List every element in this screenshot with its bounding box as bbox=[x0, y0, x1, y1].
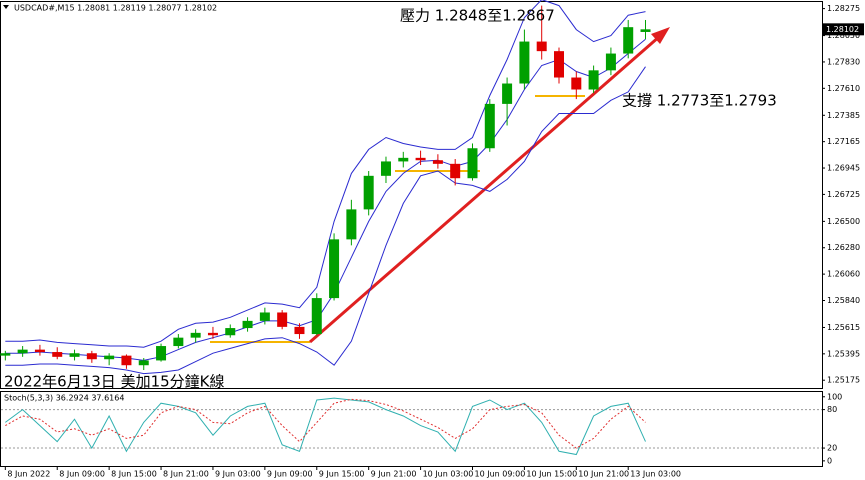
candle-body bbox=[519, 41, 530, 84]
candle-body bbox=[294, 326, 305, 335]
y-tick-label: 1.26945 bbox=[827, 164, 860, 173]
y-tick-label: 100 bbox=[827, 392, 842, 401]
annotation: 2022年6月13日 美加15分鐘K線 bbox=[4, 373, 225, 391]
y-tick-label: 1.28275 bbox=[827, 4, 860, 13]
x-tick-label: 8 Jun 21:00 bbox=[163, 470, 209, 479]
candle-body bbox=[571, 77, 582, 90]
y-tick-label: 1.25840 bbox=[827, 296, 860, 305]
candle-body bbox=[450, 163, 461, 179]
candle-body bbox=[173, 337, 184, 347]
x-tick-label: 8 Jun 15:00 bbox=[111, 470, 157, 479]
candle-body bbox=[536, 41, 547, 52]
candle-body bbox=[190, 332, 201, 338]
candle-body bbox=[34, 349, 45, 353]
annotation: 支撐 1.2773至1.2793 bbox=[622, 92, 777, 110]
candle-body bbox=[156, 346, 167, 361]
bollinger-upper bbox=[5, 0, 646, 348]
candle-body bbox=[329, 239, 340, 299]
candle-body bbox=[588, 70, 599, 90]
candle-body bbox=[467, 148, 478, 179]
annotation: 壓力 1.2848至1.2867 bbox=[400, 7, 555, 25]
candle-body bbox=[502, 83, 513, 104]
chart-title: USDCAD#,M15 1.28081 1.28119 1.28077 1.28… bbox=[14, 4, 217, 13]
x-tick-label: 9 Jun 21:00 bbox=[371, 470, 417, 479]
candle-body bbox=[17, 349, 28, 354]
candle-body bbox=[363, 175, 374, 210]
candle-body bbox=[311, 298, 322, 335]
title-arrow bbox=[3, 5, 9, 9]
candle-body bbox=[605, 53, 616, 71]
candle-body bbox=[242, 320, 253, 329]
y-tick-label: 1.28050 bbox=[827, 31, 860, 40]
candle-body bbox=[225, 328, 236, 336]
stoch-line bbox=[5, 397, 646, 456]
candle-body bbox=[623, 27, 634, 54]
y-tick-label: 1.27385 bbox=[827, 111, 860, 120]
candle-body bbox=[69, 353, 80, 357]
y-tick-label: 20 bbox=[827, 444, 837, 453]
candle-body bbox=[0, 353, 11, 356]
candle-body bbox=[640, 29, 651, 32]
candle-body bbox=[121, 355, 132, 366]
candle-body bbox=[104, 355, 115, 360]
candle-body bbox=[346, 209, 357, 240]
y-tick-label: 1.26280 bbox=[827, 243, 860, 252]
y-tick-label: 1.25175 bbox=[827, 376, 860, 385]
bollinger-lower bbox=[5, 66, 646, 375]
y-tick-label: 80 bbox=[827, 405, 837, 414]
candle-body bbox=[554, 51, 565, 78]
y-tick-label: 1.26060 bbox=[827, 270, 860, 279]
x-tick-label: 9 Jun 03:00 bbox=[215, 470, 261, 479]
y-tick-label: 0 bbox=[827, 456, 832, 465]
candle-body bbox=[415, 157, 426, 161]
candle-body bbox=[259, 312, 270, 321]
trend-line bbox=[309, 34, 661, 344]
x-tick-label: 10 Jun 21:00 bbox=[578, 470, 629, 479]
x-tick-label: 8 Jun 2022 bbox=[7, 470, 50, 479]
last-price-label: 1.28102 bbox=[826, 25, 859, 34]
y-tick-label: 1.26725 bbox=[827, 190, 860, 199]
stoch-line bbox=[5, 398, 646, 449]
y-tick-label: 1.27830 bbox=[827, 57, 860, 66]
candle-body bbox=[398, 157, 409, 162]
x-tick-label: 10 Jun 03:00 bbox=[423, 470, 474, 479]
candle-body bbox=[138, 360, 149, 366]
x-tick-label: 13 Jun 03:00 bbox=[630, 470, 681, 479]
candle-body bbox=[432, 160, 443, 164]
y-tick-label: 1.25395 bbox=[827, 349, 860, 358]
y-tick-label: 1.25615 bbox=[827, 323, 860, 332]
last-price-box bbox=[822, 23, 864, 36]
bollinger-middle bbox=[5, 38, 646, 361]
main-frame bbox=[0, 1, 823, 389]
stoch-frame bbox=[0, 391, 823, 467]
stoch-title: Stoch(5,3,3) 36.2924 37.6164 bbox=[4, 394, 124, 403]
trend-arrow bbox=[651, 27, 670, 44]
x-tick-label: 9 Jun 09:00 bbox=[267, 470, 313, 479]
x-tick-label: 10 Jun 15:00 bbox=[526, 470, 577, 479]
y-tick-label: 1.26500 bbox=[827, 217, 860, 226]
y-tick-label: 1.27610 bbox=[827, 84, 860, 93]
candle-body bbox=[207, 332, 218, 336]
y-tick-label: 1.27165 bbox=[827, 137, 860, 146]
x-tick-label: 10 Jun 09:00 bbox=[474, 470, 525, 479]
candle-body bbox=[277, 312, 288, 327]
candle-body bbox=[484, 103, 495, 149]
x-tick-label: 8 Jun 09:00 bbox=[59, 470, 105, 479]
candle-body bbox=[52, 352, 63, 357]
x-tick-label: 9 Jun 15:00 bbox=[319, 470, 365, 479]
candle-body bbox=[380, 161, 391, 176]
candle-body bbox=[86, 353, 97, 360]
